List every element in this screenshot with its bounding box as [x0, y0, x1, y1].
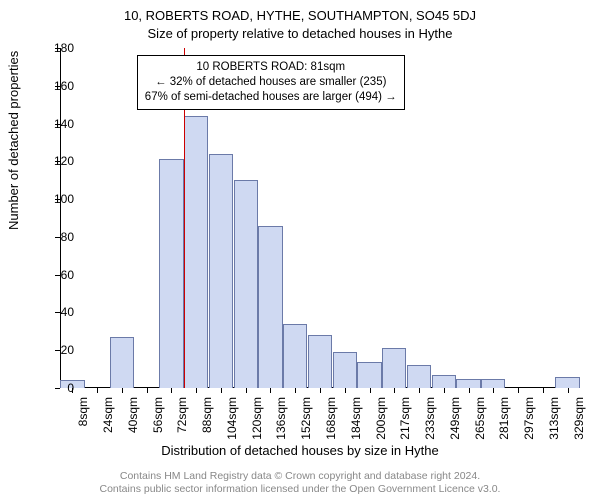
x-tick — [221, 388, 222, 393]
x-tick-label: 88sqm — [200, 397, 214, 447]
x-tick-label: 313sqm — [547, 397, 561, 447]
x-tick — [370, 388, 371, 393]
histogram-bar — [333, 352, 357, 388]
x-tick — [171, 388, 172, 393]
x-tick-label: 72sqm — [175, 397, 189, 447]
x-tick — [444, 388, 445, 393]
x-tick — [246, 388, 247, 393]
x-tick-label: 249sqm — [448, 397, 462, 447]
x-tick-label: 200sqm — [374, 397, 388, 447]
x-tick — [295, 388, 296, 393]
x-tick — [270, 388, 271, 393]
y-tick-label: 100 — [44, 192, 74, 206]
histogram-bar — [555, 377, 579, 388]
histogram-bar — [357, 362, 381, 388]
x-tick-label: 265sqm — [473, 397, 487, 447]
x-tick — [469, 388, 470, 393]
histogram-bar — [283, 324, 307, 388]
annotation-line3: 67% of semi-detached houses are larger (… — [145, 90, 397, 105]
y-tick-label: 180 — [44, 41, 74, 55]
y-tick-label: 0 — [44, 381, 74, 395]
histogram-bar — [308, 335, 332, 388]
x-tick-label: 24sqm — [101, 397, 115, 447]
chart-title: 10, ROBERTS ROAD, HYTHE, SOUTHAMPTON, SO… — [0, 8, 600, 23]
footer-line1: Contains HM Land Registry data © Crown c… — [120, 470, 480, 482]
x-tick — [147, 388, 148, 393]
plot-area: 10 ROBERTS ROAD: 81sqm ← 32% of detached… — [60, 48, 580, 388]
y-tick-label: 160 — [44, 79, 74, 93]
x-tick-label: 329sqm — [572, 397, 586, 447]
x-tick — [345, 388, 346, 393]
x-tick-label: 297sqm — [522, 397, 536, 447]
x-tick-label: 8sqm — [76, 397, 90, 447]
y-tick-label: 140 — [44, 117, 74, 131]
annotation-line1: 10 ROBERTS ROAD: 81sqm — [145, 60, 397, 75]
y-tick-label: 20 — [44, 343, 74, 357]
histogram-bar — [258, 226, 282, 388]
y-tick-label: 120 — [44, 154, 74, 168]
histogram-bar — [209, 154, 233, 388]
footer-line2: Contains public sector information licen… — [100, 483, 501, 495]
x-tick-label: 217sqm — [398, 397, 412, 447]
x-tick-label: 233sqm — [423, 397, 437, 447]
x-tick — [568, 388, 569, 393]
x-axis-label: Distribution of detached houses by size … — [0, 443, 600, 458]
histogram-bar — [456, 379, 480, 388]
x-tick — [122, 388, 123, 393]
x-tick — [97, 388, 98, 393]
x-tick-label: 152sqm — [299, 397, 313, 447]
x-tick-label: 56sqm — [151, 397, 165, 447]
x-tick-label: 104sqm — [225, 397, 239, 447]
x-tick — [196, 388, 197, 393]
histogram-bar — [407, 365, 431, 388]
annotation-box: 10 ROBERTS ROAD: 81sqm ← 32% of detached… — [137, 55, 405, 110]
footer-attribution: Contains HM Land Registry data © Crown c… — [14, 470, 586, 496]
histogram-bar — [382, 348, 406, 388]
x-tick-label: 40sqm — [126, 397, 140, 447]
x-tick-label: 281sqm — [497, 397, 511, 447]
annotation-line2: ← 32% of detached houses are smaller (23… — [145, 75, 397, 90]
x-tick-label: 168sqm — [324, 397, 338, 447]
y-tick-label: 40 — [44, 305, 74, 319]
histogram-bar — [432, 375, 456, 388]
x-tick — [394, 388, 395, 393]
histogram-bar — [159, 159, 183, 388]
y-tick-label: 60 — [44, 268, 74, 282]
histogram-bar — [234, 180, 258, 388]
chart-subtitle: Size of property relative to detached ho… — [0, 26, 600, 41]
histogram-bar — [184, 116, 208, 388]
x-tick — [493, 388, 494, 393]
x-tick — [419, 388, 420, 393]
x-tick-label: 120sqm — [250, 397, 264, 447]
chart-container: 10, ROBERTS ROAD, HYTHE, SOUTHAMPTON, SO… — [0, 0, 600, 500]
x-tick — [543, 388, 544, 393]
x-tick-label: 184sqm — [349, 397, 363, 447]
x-tick — [518, 388, 519, 393]
y-tick-label: 80 — [44, 230, 74, 244]
histogram-bar — [110, 337, 134, 388]
histogram-bar — [481, 379, 505, 388]
x-tick — [320, 388, 321, 393]
x-tick-label: 136sqm — [274, 397, 288, 447]
y-axis-label: Number of detached properties — [6, 51, 21, 230]
